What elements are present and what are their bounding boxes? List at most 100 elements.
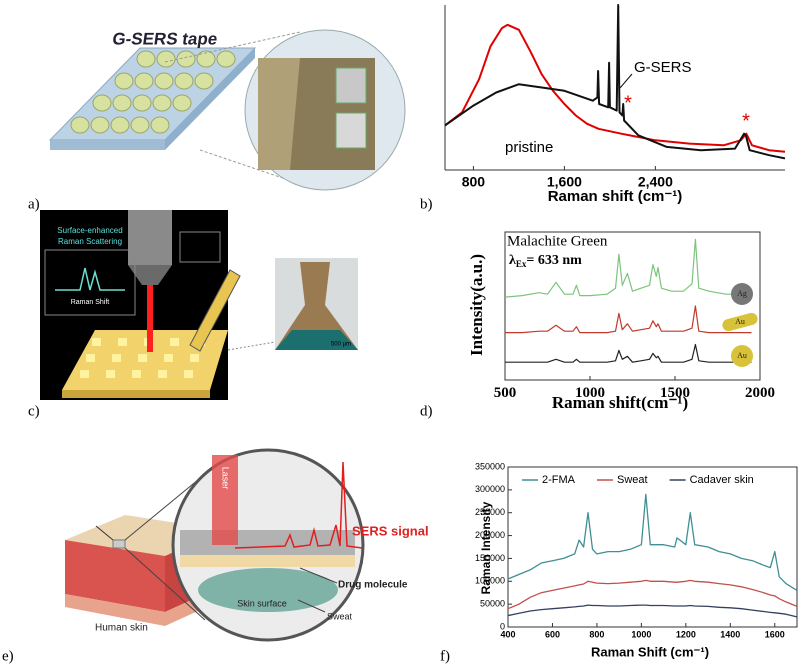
nanodome <box>172 94 192 112</box>
tape-edge <box>50 140 165 150</box>
nanodome <box>110 116 130 134</box>
pen-body-photo <box>275 330 358 350</box>
x-tick-label: 2,400 <box>638 173 673 189</box>
series-line <box>444 4 786 160</box>
zoom-line <box>227 341 276 351</box>
skin-base <box>65 586 222 626</box>
tape-side <box>165 48 255 150</box>
panel-label: f) <box>440 648 450 664</box>
nanorod-icon <box>722 312 758 332</box>
spectrum-box <box>44 249 136 316</box>
legend-label: 2-FMA <box>542 474 576 486</box>
nanodome <box>194 72 214 90</box>
series-label: Au <box>735 317 745 326</box>
pad <box>184 370 193 378</box>
y-axis-label: Raman Intensity <box>479 501 493 594</box>
x-tick-label: 1400 <box>720 629 740 639</box>
scale-bar: 500 μm <box>331 342 351 348</box>
panel-label: e) <box>2 648 14 664</box>
sweat-label: Sweat <box>327 611 353 621</box>
y-tick-label: 300000 <box>475 484 505 494</box>
series-line <box>505 343 752 363</box>
nanodome <box>134 72 154 90</box>
panel-e-art <box>65 448 365 642</box>
x-tick-label: 1500 <box>660 385 690 401</box>
pad <box>80 370 89 378</box>
signal-label: SERS signal <box>352 523 429 538</box>
photo-inset <box>335 112 367 149</box>
substrate-edge <box>62 390 210 398</box>
pointer <box>297 599 326 613</box>
y-tick-label: 0 <box>500 621 505 631</box>
excitation: λEx= 633 nm <box>509 253 582 269</box>
photo-inset <box>335 67 367 104</box>
sensor <box>112 539 126 549</box>
sweat-gland <box>198 568 338 612</box>
y-tick-label: 150000 <box>475 553 505 563</box>
pad <box>106 370 115 378</box>
y-tick-label: 200000 <box>475 530 505 540</box>
drug-label: Drug molecule <box>338 580 408 591</box>
y-tick-label: 50000 <box>480 599 505 609</box>
x-axis-label: Raman shift(cm⁻¹) <box>552 393 688 412</box>
nanodome <box>114 72 134 90</box>
pen-tip-photo <box>275 262 358 350</box>
human-skin-label: Human skin <box>95 623 148 634</box>
pen-inset <box>179 231 221 263</box>
plot-frame <box>507 466 798 628</box>
x-tick-label: 1000 <box>631 629 651 639</box>
laser-label: Laser <box>221 467 231 490</box>
x-tick-label: 800 <box>462 173 486 189</box>
excitation-part: = 633 nm <box>526 253 582 268</box>
pointer <box>95 525 114 541</box>
pad <box>112 354 121 362</box>
photo-highlight <box>258 58 300 170</box>
series-label: G-SERS <box>634 59 692 76</box>
y-tick-label: 250000 <box>475 507 505 517</box>
x-tick-label: 1000 <box>575 385 605 401</box>
nanodome <box>216 50 236 68</box>
laser-beam <box>212 455 238 545</box>
x-tick-label: 2000 <box>745 385 775 401</box>
nanoparticle-icon <box>731 345 753 367</box>
excitation-part: Ex <box>516 259 527 269</box>
panel-label: c) <box>28 403 40 419</box>
x-tick-label: 400 <box>500 629 515 639</box>
nanodome <box>92 94 112 112</box>
pad <box>132 370 141 378</box>
nanodome <box>174 72 194 90</box>
panel-c-art <box>40 210 358 400</box>
objective-tip <box>128 265 172 285</box>
series-line <box>505 305 752 334</box>
x-tick-label: 1600 <box>765 629 785 639</box>
series-line <box>507 579 798 610</box>
x-axis-label: Raman Shift (cm⁻¹) <box>591 644 709 659</box>
zoom-line <box>124 547 206 621</box>
skin-layer <box>180 555 355 567</box>
spectrum-icon <box>55 267 125 291</box>
pad <box>158 370 167 378</box>
plot-frame <box>504 231 761 381</box>
y-tick-label: 100000 <box>475 576 505 586</box>
pad <box>138 354 147 362</box>
nanodome <box>112 94 132 112</box>
x-tick-label: 1200 <box>676 629 696 639</box>
nanodome <box>150 116 170 134</box>
pad <box>170 338 179 346</box>
x-axis-label: Raman shift (cm⁻¹) <box>548 188 683 205</box>
nanodome <box>70 116 90 134</box>
label-pointer <box>619 73 633 89</box>
x-tick-label: 500 <box>494 385 517 401</box>
pointer <box>299 567 338 584</box>
panel-label: a) <box>28 196 40 212</box>
nanodome <box>130 116 150 134</box>
sers-spectrum <box>234 461 363 549</box>
annotation: * <box>742 110 750 132</box>
nanoparticle-icon <box>731 283 753 305</box>
annotation: * <box>624 92 632 114</box>
pad <box>118 338 127 346</box>
inset-title: Surface-enhanced <box>57 226 122 235</box>
nanodome <box>90 116 110 134</box>
